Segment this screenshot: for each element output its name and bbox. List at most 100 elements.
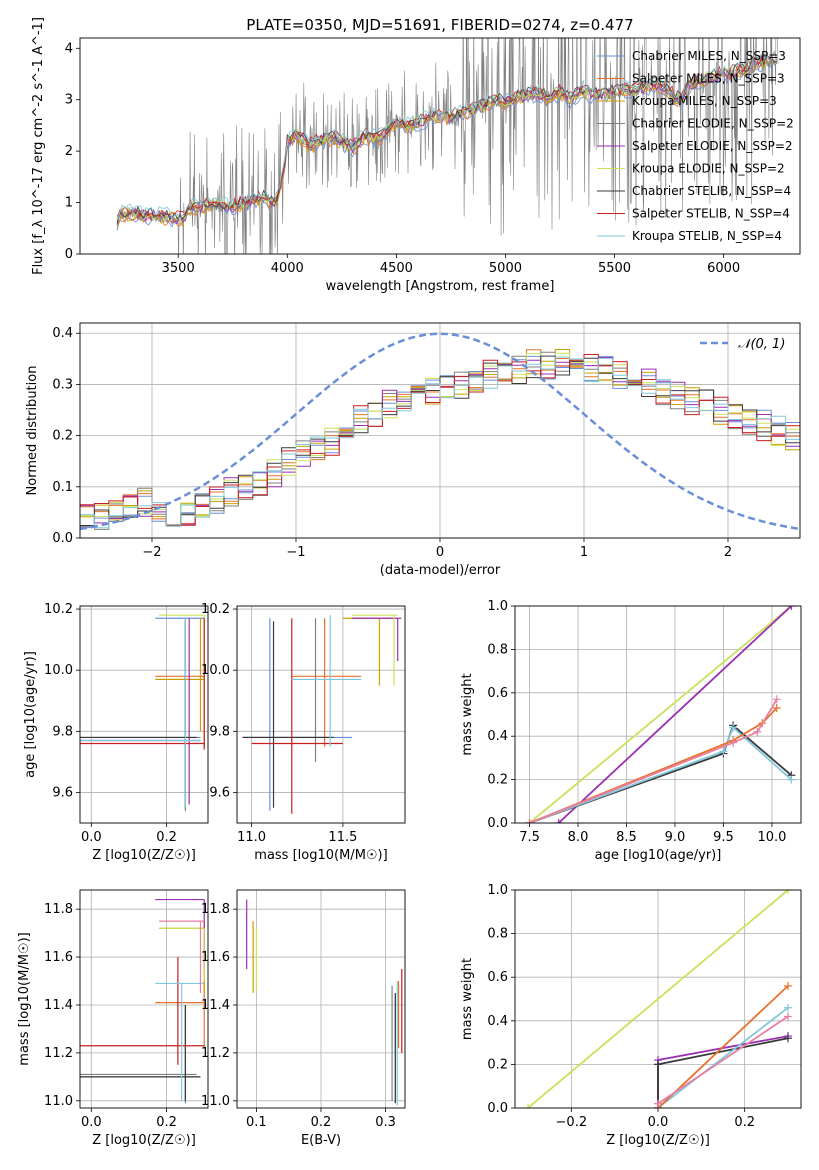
massweight-vs-Z-marker-4-2 [784, 981, 792, 990]
residuals-xtick-label-2: 0 [436, 545, 444, 560]
age-vs-Z-ytick-label-1: 9.8 [52, 724, 73, 739]
massweight-vs-Z-line-3 [657, 1006, 789, 1108]
spectrum-model-line-5 [116, 55, 778, 222]
mass-vs-EBV-ticks: 0.1 0.2 0.3 11.0 11.2 11.4 11.6 11.8 [201, 902, 396, 1130]
massweight-vs-Z-xlabel: Z [log10(Z/Z☉)] [606, 1133, 710, 1148]
gaussian-reference-curve [80, 332, 800, 531]
massweight-vs-Z-ytick-label-5: 1.0 [487, 883, 508, 898]
mass-vs-EBV-ytick-label-1: 11.2 [201, 1046, 230, 1061]
massweight-vs-age-ylabel: mass weight [460, 673, 475, 755]
spectrum-model-line-8 [116, 50, 778, 221]
residual-hist-step-8 [80, 356, 800, 529]
mass-vs-Z-ylabel: mass [log10(M/M☉)] [17, 932, 32, 1065]
mass-vs-EBV-xlabel: E(B-V) [301, 1133, 341, 1148]
massweight-vs-age-line-5 [529, 698, 778, 823]
massweight-vs-age-panel: 7.5 8.0 8.5 9.0 9.5 10.0 0.0 0.2 0.4 0.6 0.8 1.0 age… [460, 599, 802, 863]
massweight-vs-age-ticks: 7.5 8.0 8.5 9.0 9.5 10.0 0.0 0.2 0.4 0.6 0.8 1.0 [487, 599, 786, 845]
mass-vs-EBV-panel: 0.1 0.2 0.3 11.0 11.2 11.4 11.6 11.8 E(B-V) [201, 889, 406, 1148]
spectrum-ytick-label-2: 2 [65, 144, 73, 159]
massweight-vs-age-ytick-label-4: 0.8 [487, 642, 508, 657]
massweight-vs-age-marker-3-1 [719, 747, 728, 756]
mass-vs-Z-ytick-label-2: 11.4 [44, 998, 73, 1013]
mass-vs-Z-grid [80, 890, 208, 1108]
spectrum-legend-label-0: Chabrier MILES, N_SSP=3 [632, 49, 786, 63]
residuals-plot [80, 332, 800, 531]
massweight-vs-Z-ylabel: mass weight [460, 958, 475, 1040]
massweight-vs-age-marker-4-3 [772, 703, 781, 712]
age-vs-mass-ytick-label-2: 10.0 [201, 663, 230, 678]
residuals-xtick-label-1: −1 [286, 545, 305, 560]
age-vs-mass-ytick-label-3: 10.2 [201, 602, 230, 617]
massweight-vs-age-xtick-label-3: 9.0 [665, 830, 686, 845]
age-vs-mass-ytick-label-0: 9.6 [209, 785, 230, 800]
massweight-vs-age-marker-1-1 [787, 606, 796, 610]
residuals-ytick-label-2: 0.2 [52, 429, 73, 444]
residuals-grid [80, 323, 800, 539]
mass-vs-EBV-plot [246, 899, 403, 1106]
massweight-vs-Z-line-4 [657, 985, 789, 1108]
massweight-vs-age-xtick-label-2: 8.5 [616, 830, 637, 845]
age-vs-Z-frame [79, 605, 209, 824]
mass-vs-EBV-ytick-label-2: 11.4 [201, 998, 230, 1013]
massweight-vs-age-xtick-label-5: 10.0 [757, 830, 786, 845]
residuals-ytick-label-1: 0.1 [52, 480, 73, 495]
spectrum-legend-label-7: Salpeter STELIB, N_SSP=4 [632, 207, 790, 221]
mass-vs-Z-panel: 0.0 0.2 11.0 11.2 11.4 11.6 11.8 Z [log10(Z/Z☉)… [17, 889, 209, 1148]
residuals-xtick-label-3: 1 [580, 545, 588, 560]
mass-vs-Z-ytick-label-0: 11.0 [44, 1094, 73, 1109]
mass-vs-Z-ytick-label-4: 11.8 [44, 902, 73, 917]
massweight-vs-Z-marker-2-2 [784, 1034, 792, 1043]
mass-vs-Z-ticks: 0.0 0.2 11.0 11.2 11.4 11.6 11.8 [44, 902, 177, 1130]
spectrum-panel: 3500 4000 4500 5000 5500 6000 0 1 2 3 4 wavelength … [31, 17, 801, 294]
spectrum-frame [79, 37, 801, 255]
massweight-vs-age-xtick-label-4: 9.5 [713, 830, 734, 845]
massweight-vs-age-line-3 [529, 725, 792, 823]
spectrum-xlabel: wavelength [Angstrom, rest frame] [326, 279, 555, 294]
age-vs-Z-grid [80, 606, 208, 823]
spectrum-ticks: 3500 4000 4500 5000 5500 6000 0 1 2 3 4 [65, 41, 740, 276]
massweight-vs-age-xlabel: age [log10(age/yr)] [595, 848, 722, 863]
spectrum-xtick-label-2: 4500 [380, 261, 413, 276]
spectrum-model-line-4 [116, 55, 777, 226]
massweight-vs-Z-ytick-label-0: 0.0 [487, 1101, 508, 1116]
massweight-vs-age-ytick-label-3: 0.6 [487, 686, 508, 701]
massweight-vs-age-frame [514, 605, 802, 824]
age-vs-Z-plot [80, 614, 205, 811]
mass-vs-Z-xtick-label-1: 0.2 [156, 1115, 177, 1130]
spectrum-xtick-label-5: 6000 [707, 261, 740, 276]
spectrum-xtick-label-4: 5500 [598, 261, 631, 276]
age-vs-Z-xtick-label-1: 0.2 [156, 830, 177, 845]
massweight-vs-Z-marker-3-2 [784, 1003, 792, 1012]
mass-vs-Z-ytick-label-1: 11.2 [44, 1046, 73, 1061]
massweight-vs-age-grid [515, 605, 801, 824]
massweight-vs-Z-panel: −0.2 0.0 0.2 0.0 0.2 0.4 0.6 0.8 1.0 Z [log10(Z/Z… [460, 883, 802, 1148]
spectrum-legend-label-5: Kroupa ELODIE, N_SSP=2 [632, 162, 785, 176]
spectrum-ytick-label-0: 0 [65, 247, 73, 262]
age-vs-Z-ylabel: age [log10(age/yr)] [23, 651, 38, 778]
massweight-vs-age-marker-3-3 [787, 775, 796, 784]
age-vs-Z-ytick-label-3: 10.2 [44, 602, 73, 617]
massweight-vs-Z-xtick-label-2: 0.2 [734, 1115, 755, 1130]
massweight-vs-age-plot [525, 606, 796, 823]
mass-vs-EBV-ytick-label-3: 11.6 [201, 950, 230, 965]
age-vs-mass-xtick-label-0: 11.0 [237, 830, 266, 845]
spectrum-plot [116, 38, 779, 254]
massweight-vs-Z-xtick-label-1: 0.0 [648, 1115, 669, 1130]
spectrum-xtick-label-3: 5000 [489, 261, 522, 276]
mass-vs-Z-ytick-label-3: 11.6 [44, 950, 73, 965]
spectrum-legend-label-3: Chabrier ELODIE, N_SSP=2 [632, 117, 794, 131]
residuals-ytick-label-0: 0.0 [52, 531, 73, 546]
residuals-ytick-label-3: 0.3 [52, 377, 73, 392]
age-vs-mass-xlabel: mass [log10(M/M☉)] [254, 848, 387, 863]
residuals-panel: −2 −1 0 1 2 0.0 0.1 0.2 0.3 0.4 (data-model)/error… [25, 322, 801, 578]
massweight-vs-age-marker-1-0 [554, 819, 563, 823]
massweight-vs-Z-line-0 [527, 890, 789, 1108]
massweight-vs-Z-marker-0-1 [784, 890, 792, 894]
massweight-vs-Z-ytick-label-2: 0.4 [487, 1014, 508, 1029]
spectrum-title: PLATE=0350, MJD=51691, FIBERID=0274, z=0… [246, 16, 633, 34]
massweight-vs-Z-ticks: −0.2 0.0 0.2 0.0 0.2 0.4 0.6 0.8 1.0 [487, 883, 755, 1130]
spectrum-legend-label-4: Salpeter ELODIE, N_SSP=2 [632, 139, 793, 153]
massweight-vs-Z-marker-5-1 [654, 1099, 662, 1108]
age-vs-Z-panel: 0.0 0.2 9.6 9.8 10.0 10.2 Z [log10(Z/Z☉)] age [… [23, 602, 209, 863]
